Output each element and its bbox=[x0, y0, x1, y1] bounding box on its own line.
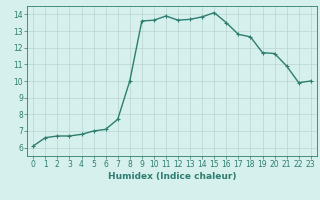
X-axis label: Humidex (Indice chaleur): Humidex (Indice chaleur) bbox=[108, 172, 236, 181]
